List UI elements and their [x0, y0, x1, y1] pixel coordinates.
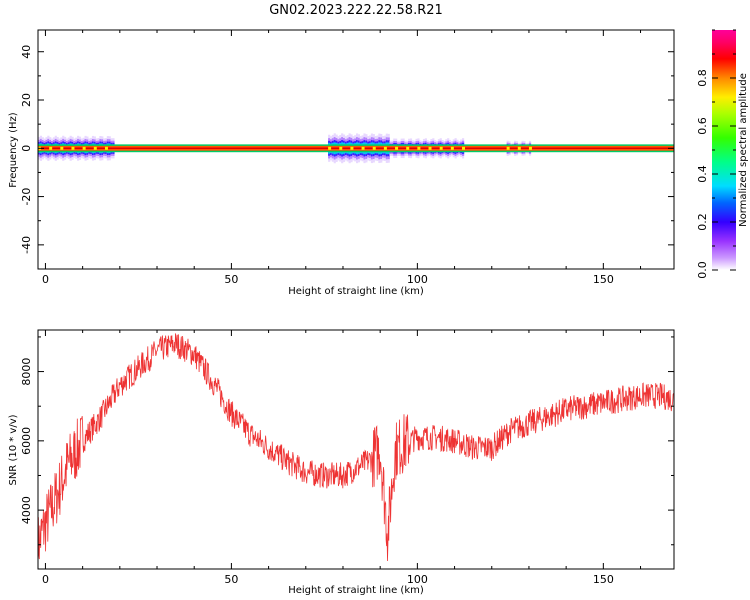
spectrogram-cell — [506, 146, 510, 150]
spectrogram-x-tick-label: 50 — [224, 273, 238, 286]
spectrogram-cell — [383, 146, 387, 150]
snr-panel: 0 50 100 150 4000 6000 8000 Height of straight… — [8, 329, 675, 596]
colorbar-tick-label: 0.0 — [696, 261, 709, 279]
spectrogram-cell — [462, 146, 465, 150]
snr-x-tick-label: 50 — [224, 573, 238, 586]
spectrogram-frame — [37, 29, 675, 270]
snr-y-tick-label: 8000 — [20, 358, 33, 386]
spectrogram-x-tick-label: 150 — [593, 273, 614, 286]
spectrogram-cell — [71, 146, 75, 150]
spectrogram-y-tick-label: -40 — [20, 236, 33, 254]
colorbar-gradient — [712, 30, 736, 270]
spectrogram-cell — [372, 146, 376, 150]
spectrogram-cell — [350, 146, 354, 150]
colorbar-tick-label: 0.8 — [696, 69, 709, 87]
spectrogram-x-tick-label: 100 — [407, 273, 428, 286]
snr-plot-area — [38, 330, 674, 569]
colorbar-label: Normalized spectral amplitude — [738, 73, 749, 227]
spectrogram-y-label: Frequency (Hz) — [8, 112, 19, 188]
snr-x-tick-label: 100 — [407, 573, 428, 586]
spectrogram-y-tick-label: 20 — [20, 93, 33, 107]
spectrogram-cell — [82, 146, 86, 150]
snr-y-tick-label: 6000 — [20, 427, 33, 455]
spectrogram-y-tick-label: 40 — [20, 45, 33, 59]
colorbar-tick-label: 0.2 — [696, 213, 709, 231]
spectrogram-cell — [328, 146, 332, 150]
colorbar-tick-label: 0.4 — [696, 165, 709, 183]
spectrogram-cell — [450, 146, 454, 150]
snr-axes: 0 50 100 150 4000 6000 8000 — [20, 330, 674, 586]
spectrogram-axes: 0 50 100 150 -40 -20 0 20 40 — [20, 30, 674, 286]
snr-y-label: SNR (10 * v/v) — [8, 414, 19, 485]
spectrogram-cell — [93, 146, 97, 150]
snr-y-tick-label: 4000 — [20, 496, 33, 524]
spectrogram-cell — [517, 146, 521, 150]
spectrogram-x-tick-label: 0 — [42, 273, 49, 286]
figure-title: GN02.2023.222.22.58.R21 — [269, 3, 443, 18]
snr-series-line — [37, 333, 674, 570]
colorbar-tick-label: 0.6 — [696, 117, 709, 135]
spectrogram-cell — [395, 146, 399, 150]
spectrogram-y-tick-label: 0 — [20, 145, 33, 152]
snr-frame — [37, 329, 675, 570]
spectrogram-panel: 0 50 100 150 -40 -20 0 20 40 Height of straight … — [8, 29, 675, 297]
spectrogram-cell — [361, 146, 365, 150]
spectrogram-cell — [417, 146, 421, 150]
spectrogram-cell — [60, 146, 64, 150]
spectrogram-y-tick-label: -20 — [20, 188, 33, 206]
spectrogram-band — [38, 133, 674, 164]
spectrogram-cell — [439, 146, 443, 150]
snr-x-tick-label: 0 — [42, 573, 49, 586]
spectrogram-cell — [528, 146, 532, 150]
spectrogram-cell — [406, 146, 410, 150]
snr-x-tick-label: 150 — [593, 573, 614, 586]
colorbar: 0.0 0.2 0.4 0.6 0.8 Normalized spectral ampl… — [696, 29, 749, 279]
spectrogram-x-label: Height of straight line (km) — [288, 286, 424, 297]
spectrogram-cell — [49, 146, 53, 150]
spectrogram-cell — [428, 146, 432, 150]
spectrogram-cell — [104, 146, 108, 150]
spectrogram-cell — [339, 146, 343, 150]
colorbar-ticks: 0.0 0.2 0.4 0.6 0.8 — [696, 29, 736, 279]
snr-x-label: Height of straight line (km) — [288, 585, 424, 596]
